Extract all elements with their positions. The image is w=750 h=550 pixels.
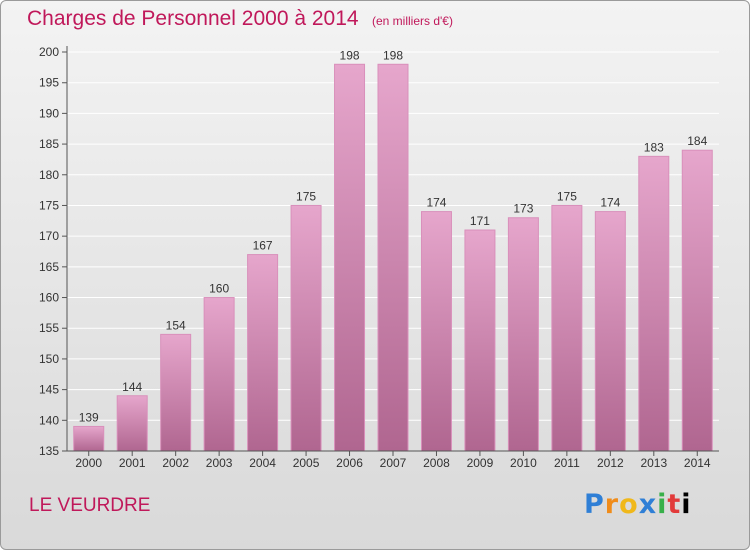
y-tick-label: 160 [39, 291, 59, 305]
value-label-2007: 198 [383, 48, 403, 62]
x-tick-label-2006: 2006 [336, 456, 363, 470]
value-label-2009: 171 [470, 214, 490, 228]
y-tick-label: 135 [39, 444, 59, 458]
value-label-2012: 174 [600, 196, 620, 210]
value-label-2002: 154 [166, 318, 186, 332]
y-tick-label: 195 [39, 76, 59, 90]
value-label-2004: 167 [253, 239, 273, 253]
location-label: LE VEURDRE [29, 495, 151, 516]
value-label-2010: 173 [513, 202, 533, 216]
y-tick-label: 150 [39, 352, 59, 366]
bar-2013 [638, 155, 670, 452]
axes [62, 46, 719, 456]
bar-2010 [507, 217, 539, 452]
value-label-2014: 184 [687, 134, 707, 148]
y-tick-label: 140 [39, 413, 59, 427]
bar-2008 [420, 211, 452, 452]
value-label-2001: 144 [122, 380, 142, 394]
bar-2000 [73, 425, 105, 452]
y-tick-label: 155 [39, 321, 59, 335]
value-label-2006: 198 [340, 48, 360, 62]
bar-2009 [464, 229, 496, 452]
x-tick-label-2012: 2012 [597, 456, 624, 470]
bars [73, 63, 713, 452]
x-tick-label-2008: 2008 [423, 456, 450, 470]
bar-2002 [160, 333, 192, 452]
x-tick-label-2000: 2000 [75, 456, 102, 470]
x-tick-label-2013: 2013 [640, 456, 667, 470]
y-tick-label: 145 [39, 383, 59, 397]
chart-title: Charges de Personnel 2000 à 2014 [27, 7, 359, 30]
bar-2003 [203, 297, 235, 452]
x-tick-label-2014: 2014 [684, 456, 711, 470]
value-label-2011: 175 [557, 189, 577, 203]
y-tick-label: 165 [39, 260, 59, 274]
bar-2006 [334, 63, 366, 452]
y-tick-label: 200 [39, 45, 59, 59]
x-tick-label-2003: 2003 [206, 456, 233, 470]
bar-2007 [377, 63, 409, 452]
y-tick-label: 190 [39, 106, 59, 120]
x-tick-label-2009: 2009 [467, 456, 494, 470]
bar-2012 [594, 211, 626, 452]
bar-2005 [290, 204, 322, 452]
y-tick-label: 185 [39, 137, 59, 151]
x-tick-label-2004: 2004 [249, 456, 276, 470]
value-label-2013: 183 [644, 140, 664, 154]
bar-2011 [551, 204, 583, 452]
labels: 135 140 145 150 155 160 165 170 175 180 185 190 195 2… [39, 45, 711, 470]
x-tick-label-2001: 2001 [119, 456, 146, 470]
bar-2004 [247, 254, 279, 452]
bar-2001 [116, 395, 148, 452]
x-tick-label-2007: 2007 [380, 456, 407, 470]
chart-subtitle: (en milliers d'€) [372, 14, 453, 28]
bar-2014 [681, 149, 713, 452]
y-tick-label: 170 [39, 229, 59, 243]
x-tick-label-2010: 2010 [510, 456, 537, 470]
value-label-2005: 175 [296, 189, 316, 203]
x-tick-label-2011: 2011 [554, 456, 580, 470]
value-label-2003: 160 [209, 282, 229, 296]
proxiti-logo: Proxiti [584, 489, 692, 520]
y-tick-label: 180 [39, 168, 59, 182]
value-label-2000: 139 [79, 410, 99, 424]
value-label-2008: 174 [426, 196, 446, 210]
x-tick-label-2005: 2005 [293, 456, 320, 470]
x-tick-label-2002: 2002 [162, 456, 189, 470]
y-tick-label: 175 [39, 198, 59, 212]
